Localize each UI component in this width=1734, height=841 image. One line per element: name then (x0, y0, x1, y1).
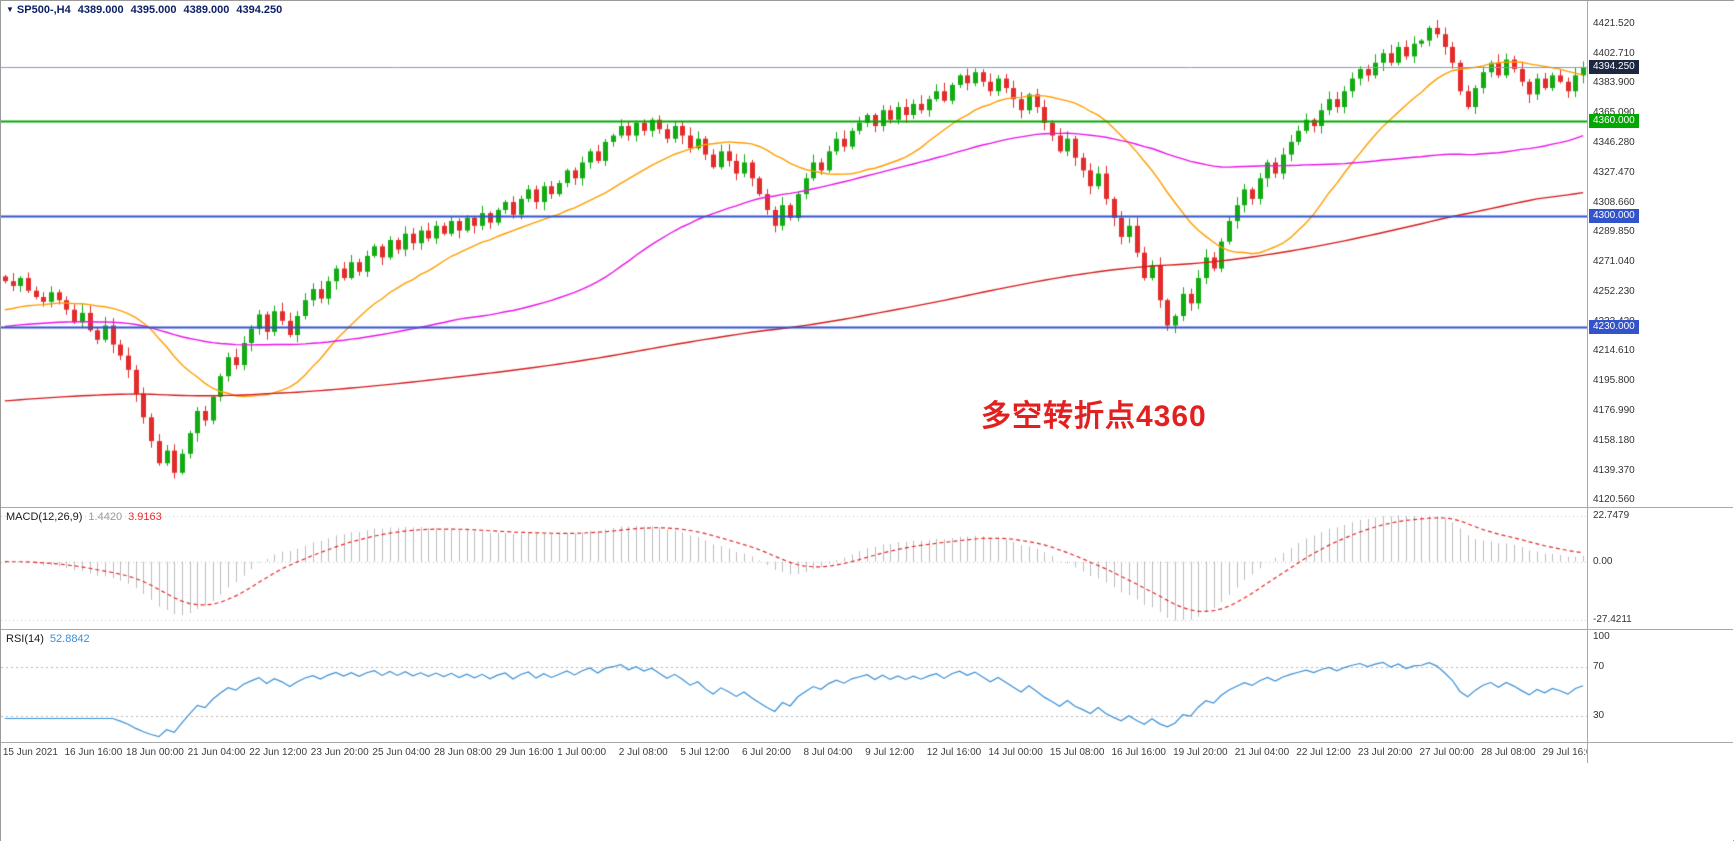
price-tick-label: 4176.990 (1593, 405, 1635, 417)
rsi-axis-label: 70 (1593, 661, 1605, 672)
time-axis-label: 5 Jul 12:00 (680, 747, 730, 758)
time-axis-label: 28 Jun 08:00 (433, 747, 492, 758)
price-tick-label: 4289.850 (1593, 226, 1635, 238)
time-axis-label: 25 Jun 04:00 (372, 747, 431, 758)
chart-annotation-text: 多空转折点4360 (981, 400, 1207, 433)
rsi-chart-canvas[interactable] (1, 630, 1587, 741)
time-axis-label: 16 Jun 16:00 (64, 747, 123, 758)
time-axis-label: 9 Jul 12:00 (865, 747, 915, 758)
price-tick-label: 4421.520 (1593, 17, 1635, 29)
main-chart-panel: ▼ SP500-,H4 4389.000 4395.000 4389.000 4394.2… (1, 1, 1733, 508)
ohlc-close-value: 4394.250 (236, 4, 283, 16)
price-tick-label: 4327.470 (1593, 166, 1635, 178)
time-axis-label: 19 Jul 20:00 (1173, 747, 1228, 758)
time-axis[interactable]: 15 Jun 2021 16 Jun 16:00 18 Jun 00:00 21 Ju… (1, 743, 1587, 763)
macd-axis-label: -27.4211 (1593, 614, 1632, 625)
candlestick-chart-canvas[interactable] (1, 1, 1587, 506)
time-axis-label: 27 Jul 00:00 (1419, 747, 1474, 758)
ohlc-high-value: 4395.000 (130, 4, 177, 16)
price-tick-label: 4158.180 (1593, 434, 1635, 446)
macd-plot-area: MACD(12,26,9) 1.4420 3.9163 (1, 508, 1587, 629)
time-axis-label: 23 Jul 20:00 (1357, 747, 1413, 758)
price-tick-label: 4252.230 (1593, 285, 1635, 297)
time-axis-label: 12 Jul 16:00 (926, 747, 982, 758)
main-chart-plot-area: ▼ SP500-,H4 4389.000 4395.000 4389.000 4394.2… (1, 1, 1587, 507)
price-tick-label: 4214.610 (1593, 345, 1635, 357)
time-axis-label: 14 Jul 00:00 (988, 747, 1043, 758)
time-axis-label: 21 Jun 04:00 (187, 747, 246, 758)
price-tick-label: 4120.560 (1593, 494, 1635, 506)
time-axis-label: 29 Jul 16:00 (1542, 747, 1587, 758)
price-tick-label: 4346.280 (1593, 137, 1635, 149)
chart-symbol-info: ▼ SP500-,H4 4389.000 4395.000 4389.000 4394.2… (6, 4, 282, 16)
time-axis-label: 2 Jul 08:00 (618, 747, 668, 758)
price-level-badge[interactable]: 4300.000 (1589, 209, 1639, 224)
macd-signal-value: 3.9163 (128, 511, 162, 523)
price-tick-label: 4402.710 (1593, 47, 1635, 59)
price-level-badge[interactable]: 4360.000 (1589, 114, 1639, 129)
time-axis-label: 29 Jun 16:00 (495, 747, 554, 758)
macd-main-value: 1.4420 (88, 511, 123, 523)
macd-chart-canvas[interactable] (1, 508, 1587, 628)
rsi-axis[interactable]: 100 70 30 (1587, 630, 1733, 742)
price-tick-label: 4365.090 (1593, 107, 1635, 119)
time-axis-label: 28 Jul 08:00 (1481, 747, 1536, 758)
time-axis-label: 16 Jul 16:00 (1111, 747, 1167, 758)
time-axis-label: 23 Jun 20:00 (310, 747, 369, 758)
price-tick-label: 4271.040 (1593, 256, 1635, 268)
time-axis-label: 8 Jul 04:00 (803, 747, 853, 758)
chart-collapse-icon[interactable]: ▼ (6, 5, 14, 14)
time-axis-label: 22 Jun 12:00 (249, 747, 308, 758)
rsi-name: RSI(14) (6, 633, 44, 645)
price-tick-label: 4139.370 (1593, 464, 1635, 476)
rsi-axis-label: 100 (1593, 631, 1610, 642)
macd-axis[interactable]: 22.7479 0.00 -27.4211 (1587, 508, 1733, 629)
price-level-badge[interactable]: 4394.250 (1589, 60, 1639, 75)
rsi-axis-label: 30 (1593, 710, 1605, 722)
ohlc-low-value: 4389.000 (183, 4, 230, 16)
macd-indicator-label: MACD(12,26,9) 1.4420 3.9163 (6, 511, 162, 523)
time-axis-row: 15 Jun 2021 16 Jun 16:00 18 Jun 00:00 21 Ju… (1, 743, 1733, 763)
rsi-plot-area: RSI(14) 52.8842 (1, 630, 1587, 742)
price-tick-label: 4383.900 (1593, 77, 1635, 89)
macd-axis-label: 22.7479 (1593, 510, 1630, 521)
price-tick-label: 4195.800 (1593, 375, 1635, 387)
rsi-indicator-panel: RSI(14) 52.8842 100 70 30 (1, 630, 1733, 743)
time-axis-label: 6 Jul 20:00 (741, 747, 791, 758)
time-axis-label: 15 Jun 2021 (2, 747, 58, 758)
price-level-badge[interactable]: 4230.000 (1589, 320, 1639, 335)
macd-name: MACD(12,26,9) (6, 511, 83, 523)
macd-axis-label: 0.00 (1593, 555, 1613, 567)
rsi-indicator-label: RSI(14) 52.8842 (6, 633, 90, 645)
ohlc-open-value: 4389.000 (77, 4, 124, 16)
price-tick-label: 4308.660 (1593, 196, 1635, 208)
price-axis[interactable]: 4421.520 4402.710 4383.900 4365.090 4346.280… (1587, 1, 1733, 507)
symbol-timeframe-label: SP500-,H4 (16, 4, 71, 16)
time-axis-label: 22 Jul 12:00 (1296, 747, 1351, 758)
time-axis-label: 18 Jun 00:00 (126, 747, 184, 758)
time-axis-label: 21 Jul 04:00 (1234, 747, 1290, 758)
axis-corner (1587, 743, 1733, 763)
macd-indicator-panel: MACD(12,26,9) 1.4420 3.9163 22.7479 0.00 -27… (1, 508, 1733, 630)
window-bottom-space (1, 763, 1733, 841)
time-axis-label: 15 Jul 08:00 (1049, 747, 1105, 758)
rsi-current-value: 52.8842 (49, 633, 90, 645)
time-axis-label: 1 Jul 00:00 (557, 747, 607, 758)
